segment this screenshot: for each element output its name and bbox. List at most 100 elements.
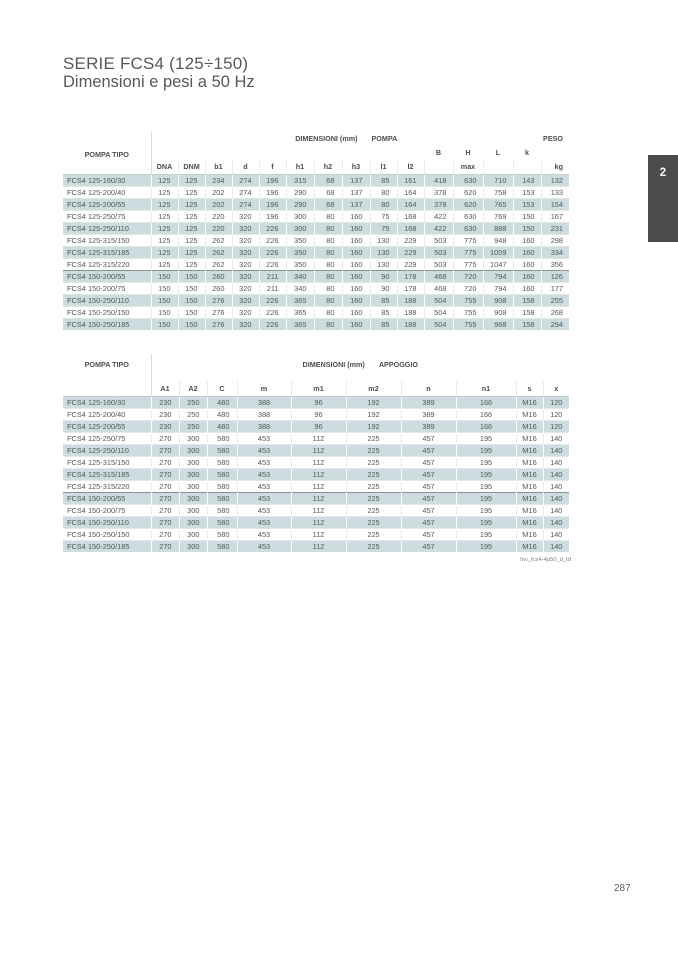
value-cell: 580 (207, 491, 238, 504)
appoggio-group-label: APPOGGIO (378, 360, 418, 369)
value-cell: 112 (291, 539, 347, 552)
value-cell: 320 (232, 233, 260, 246)
value-cell: 160 (513, 281, 542, 294)
value-cell: 202 (205, 185, 233, 198)
value-cell: 453 (237, 455, 292, 468)
value-cell: 300 (286, 209, 315, 222)
value-cell: 270 (151, 443, 180, 456)
pump-type-cell: FCS4 125-315/185 (63, 467, 152, 480)
value-cell: 457 (401, 527, 457, 540)
col-header-B: B (435, 148, 442, 157)
value-cell: M16 (516, 431, 544, 444)
value-cell: 300 (179, 479, 208, 492)
value-cell: 225 (346, 467, 402, 480)
value-cell: 140 (543, 467, 569, 480)
value-cell: 630 (453, 209, 484, 222)
value-cell: 158 (513, 293, 542, 306)
value-cell: 504 (424, 317, 454, 330)
value-cell: 80 (314, 233, 343, 246)
col-header-h3: h3 (342, 159, 371, 175)
value-cell: 480 (207, 419, 238, 432)
value-cell: 192 (346, 396, 402, 408)
value-cell: 195 (456, 515, 517, 528)
value-cell: 150 (178, 281, 206, 294)
value-cell: 758 (483, 185, 514, 198)
value-cell: 300 (179, 539, 208, 552)
value-cell: 125 (178, 257, 206, 270)
value-cell: 166 (456, 407, 517, 420)
value-cell: 230 (151, 396, 180, 408)
value-cell: 250 (179, 407, 208, 420)
value-cell: 457 (401, 515, 457, 528)
value-cell: 320 (232, 257, 260, 270)
value-cell: 90 (370, 269, 398, 282)
value-cell: 720 (453, 281, 484, 294)
value-cell: 908 (483, 305, 514, 318)
table-row: FCS4 150-200/55 150 150 260 320 211 340 80 160 90… (63, 269, 570, 282)
value-cell: 794 (483, 281, 514, 294)
table-row: FCS4 125-315/185 270 300 580 453 112 225 457 195… (63, 467, 569, 480)
value-cell: 457 (401, 443, 457, 456)
value-cell: 160 (342, 281, 371, 294)
value-cell: 320 (232, 245, 260, 258)
value-cell: 150 (151, 317, 179, 330)
value-cell: 195 (456, 431, 517, 444)
table-row: FCS4 150-200/75 150 150 260 320 211 340 80 160 90… (63, 281, 570, 294)
value-cell: 453 (237, 539, 292, 552)
value-cell: 457 (401, 479, 457, 492)
value-cell: 294 (541, 317, 570, 330)
table-row: FCS4 125-250/75 270 300 580 453 112 225 457 195 M… (63, 431, 569, 444)
value-cell: 137 (342, 197, 371, 210)
value-cell: 226 (259, 221, 287, 234)
pompa-dimensions-table: POMPA TIPO DIMENSIONI (mm) POMPA PESO B H… (63, 131, 570, 330)
col-header-n: n (401, 381, 457, 397)
pump-type-cell: FCS4 125-200/40 (63, 185, 152, 198)
value-cell: 453 (237, 527, 292, 540)
value-cell: 196 (259, 174, 287, 186)
section-tab: 2 (648, 155, 678, 242)
value-cell: 968 (483, 317, 514, 330)
value-cell: 504 (424, 293, 454, 306)
value-cell: 775 (453, 233, 484, 246)
value-cell: M16 (516, 503, 544, 516)
value-cell: 468 (424, 269, 454, 282)
col-header-l2: l2 (397, 159, 425, 175)
value-cell: 130 (370, 257, 398, 270)
group-header-dimensioni-pompa: DIMENSIONI (mm) POMPA (151, 131, 541, 146)
col-header-DNA: DNA (151, 159, 179, 175)
value-cell: 720 (453, 269, 484, 282)
value-cell: 125 (178, 197, 206, 210)
value-cell: 320 (232, 281, 260, 294)
value-cell: 225 (346, 431, 402, 444)
value-cell: 158 (513, 317, 542, 330)
value-cell: 125 (178, 245, 206, 258)
value-cell: 120 (543, 407, 569, 420)
value-cell: 457 (401, 431, 457, 444)
dimensioni-label: DIMENSIONI (mm) (302, 360, 365, 369)
pump-type-cell: FCS4 150-200/55 (63, 269, 152, 282)
table-row: FCS4 150-200/55 270 300 580 453 112 225 457 195 M… (63, 491, 569, 504)
value-cell: 137 (342, 185, 371, 198)
value-cell: 225 (346, 443, 402, 456)
value-cell: 453 (237, 431, 292, 444)
value-cell: 755 (453, 293, 484, 306)
value-cell: 85 (370, 305, 398, 318)
value-cell: 365 (286, 317, 315, 330)
pump-type-cell: FCS4 150-200/75 (63, 281, 152, 294)
value-cell: 230 (151, 419, 180, 432)
value-cell: 270 (151, 515, 180, 528)
value-cell: 140 (543, 503, 569, 516)
value-cell: 188 (397, 317, 425, 330)
value-cell: 154 (541, 197, 570, 210)
value-cell: 418 (424, 174, 454, 186)
value-cell: 775 (453, 257, 484, 270)
col-header-A1: A1 (151, 381, 180, 397)
value-cell: 112 (291, 515, 347, 528)
value-cell: 112 (291, 491, 347, 504)
value-cell: 422 (424, 209, 454, 222)
value-cell: 226 (259, 245, 287, 258)
value-cell: 710 (483, 174, 514, 186)
value-cell: 188 (397, 305, 425, 318)
value-cell: 908 (483, 293, 514, 306)
value-cell: 80 (314, 269, 343, 282)
